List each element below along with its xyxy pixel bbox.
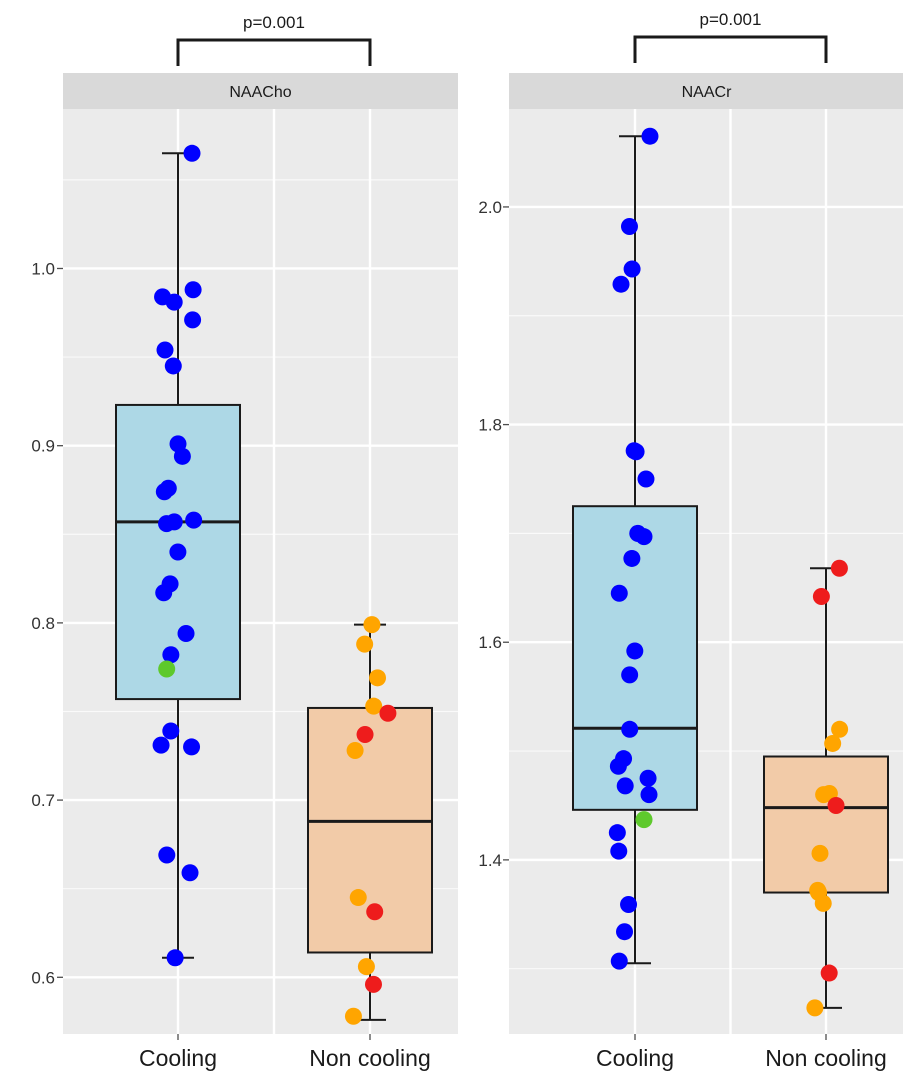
y-tick-label: 0.8 [31, 614, 55, 633]
data-point-blue [621, 720, 639, 738]
data-point-blue [620, 896, 638, 913]
y-tick-label: 1.6 [478, 633, 502, 652]
x-tick-label: Non cooling [309, 1045, 430, 1071]
panel-naacr: NAACr 1.4 1.6 1.8 2.0 Cooling Non cooling p=0.0… [478, 10, 903, 1071]
data-point-blue [616, 777, 634, 795]
data-point-red [827, 796, 845, 814]
data-point-blue [612, 275, 630, 293]
box-body [763, 755, 889, 894]
data-point-green [635, 811, 653, 829]
data-point-blue [164, 357, 182, 375]
data-point-red [366, 903, 384, 921]
data-point-blue [155, 584, 173, 602]
data-point-blue [610, 842, 628, 860]
data-point-blue [616, 923, 634, 941]
data-point-blue [183, 738, 201, 756]
data-point-blue [610, 952, 628, 970]
data-point-orange [356, 635, 374, 653]
data-point-red [830, 559, 848, 577]
significance-bracket: p=0.001 [176, 13, 372, 66]
data-point-blue [610, 584, 628, 602]
significance-bracket: p=0.001 [633, 10, 828, 63]
data-point-orange [811, 844, 829, 862]
data-point-blue [621, 666, 639, 684]
data-point-blue [166, 949, 184, 967]
p-value-label: p=0.001 [243, 13, 305, 32]
data-point-blue [620, 218, 638, 236]
data-point-blue [162, 646, 180, 664]
data-point-blue [635, 528, 653, 546]
data-point-blue [608, 824, 626, 842]
panel-title: NAACho [229, 84, 291, 101]
data-point-blue [637, 470, 655, 488]
y-tick-label: 1.8 [478, 416, 502, 435]
data-point-blue [158, 846, 176, 864]
data-point-orange [363, 616, 381, 634]
bracket-line [633, 35, 828, 63]
data-point-blue [640, 786, 658, 804]
data-point-blue [156, 341, 174, 359]
data-point-blue [623, 260, 641, 278]
data-point-blue [185, 511, 203, 529]
data-point-orange [365, 697, 383, 715]
data-point-orange [369, 669, 387, 687]
data-point-blue [169, 543, 187, 561]
y-tick-label: 0.6 [31, 968, 55, 987]
data-point-orange [806, 999, 824, 1017]
data-point-blue [184, 311, 202, 329]
data-point-orange [349, 889, 367, 907]
data-point-blue [173, 447, 191, 465]
x-tick-label: Cooling [139, 1045, 217, 1071]
data-point-orange [815, 786, 833, 804]
data-point-blue [627, 443, 645, 461]
x-tick-label: Cooling [596, 1045, 674, 1071]
data-point-red [812, 588, 830, 606]
data-point-blue [623, 549, 641, 567]
data-point-blue [152, 736, 170, 754]
data-point-orange [831, 720, 849, 738]
data-point-blue [162, 722, 180, 740]
box-non-cooling [763, 567, 889, 1009]
data-point-blue [184, 281, 202, 299]
data-point-blue [183, 144, 201, 162]
data-point-blue [177, 625, 195, 643]
y-tick-label: 1.4 [478, 851, 502, 870]
x-tick-label: Non cooling [765, 1045, 886, 1071]
y-tick-label: 0.9 [31, 437, 55, 456]
data-point-blue [158, 515, 176, 533]
data-point-red [379, 704, 397, 722]
y-tick-label: 1.0 [31, 259, 55, 278]
data-point-orange [824, 734, 842, 752]
p-value-label: p=0.001 [700, 10, 762, 29]
panel-title: NAACr [682, 84, 732, 101]
data-point-blue [155, 483, 173, 501]
bracket-line [176, 38, 372, 66]
data-point-red [356, 726, 374, 744]
y-tick-label: 0.7 [31, 791, 55, 810]
data-point-blue [641, 127, 659, 145]
data-point-blue [639, 769, 657, 787]
y-tick-label: 2.0 [478, 198, 502, 217]
data-point-orange [346, 741, 364, 759]
data-point-blue [626, 642, 644, 660]
data-point-orange [344, 1007, 362, 1025]
data-point-orange [814, 894, 832, 912]
data-point-blue [181, 864, 199, 882]
data-point-blue [165, 293, 183, 311]
data-point-blue [609, 757, 627, 775]
strip-background [509, 73, 903, 109]
data-point-orange [357, 958, 375, 976]
panel-naacho: NAACho 0.6 0.7 0.8 0.9 1.0 Cooling Non cooling p… [31, 13, 458, 1071]
data-point-red [820, 964, 838, 982]
data-point-red [364, 975, 382, 993]
strip-background [63, 73, 458, 109]
data-point-green [158, 660, 176, 678]
